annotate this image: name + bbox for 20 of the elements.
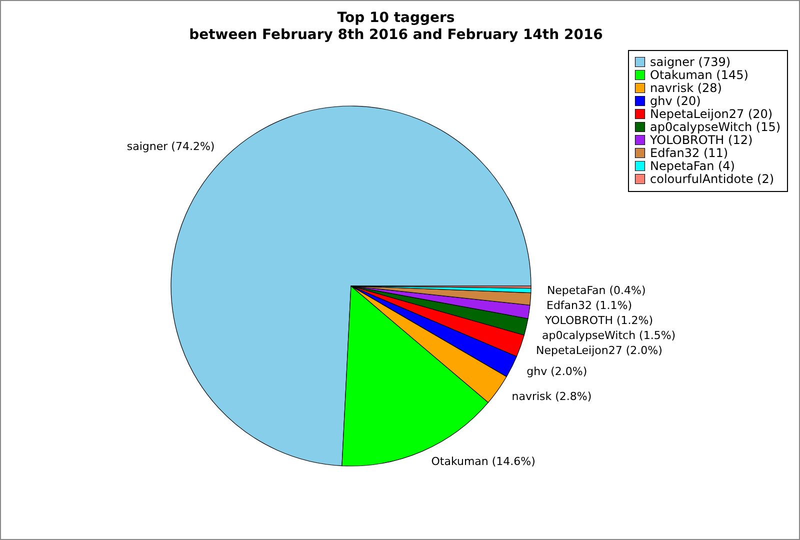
legend-label: NepetaFan (4) xyxy=(650,159,735,173)
legend-label: NepetaLeijon27 (20) xyxy=(650,107,773,121)
legend-label: ap0calypseWitch (15) xyxy=(650,120,781,134)
legend-label: colourfulAntidote (2) xyxy=(650,172,774,186)
chart-title: Top 10 taggers between February 8th 2016 and February 14th 2016 xyxy=(189,10,603,43)
data-label: NepetaFan (0.4%) xyxy=(546,284,646,297)
data-label: YOLOBROTH (1.2%) xyxy=(544,314,654,327)
legend-label: ghv (20) xyxy=(650,94,701,108)
data-label: Edfan32 (1.1%) xyxy=(546,298,632,312)
data-label: saigner (74.2%) xyxy=(126,140,215,153)
data-label: ghv (2.0%) xyxy=(526,365,588,378)
data-label: navrisk (2.8%) xyxy=(512,390,592,403)
data-label: NepetaLeijon27 (2.0%) xyxy=(536,344,662,357)
data-label: Otakuman (14.6%) xyxy=(431,455,536,468)
legend-label: Edfan32 (11) xyxy=(650,146,728,160)
legend-label: saigner (739) xyxy=(650,55,731,69)
legend-label: Otakuman (145) xyxy=(650,68,748,82)
legend-label: navrisk (28) xyxy=(650,81,722,95)
legend-label: YOLOBROTH (12) xyxy=(649,133,753,147)
data-label: ap0calypseWitch (1.5%) xyxy=(542,328,676,342)
